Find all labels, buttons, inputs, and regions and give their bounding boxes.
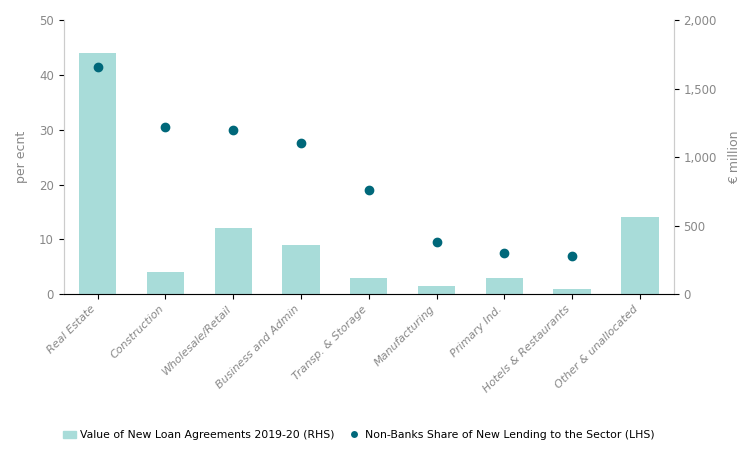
Y-axis label: per ecnt: per ecnt xyxy=(15,131,28,183)
Bar xyxy=(485,278,523,294)
Bar xyxy=(621,217,658,294)
Bar xyxy=(553,289,590,294)
Y-axis label: € million: € million xyxy=(728,130,741,184)
Bar xyxy=(350,278,387,294)
Bar xyxy=(282,245,320,294)
Bar xyxy=(418,286,455,294)
Bar xyxy=(79,53,116,294)
Legend: Value of New Loan Agreements 2019-20 (RHS), Non-Banks Share of New Lending to th: Value of New Loan Agreements 2019-20 (RH… xyxy=(58,426,658,445)
Bar xyxy=(147,272,184,294)
Bar xyxy=(215,229,252,294)
